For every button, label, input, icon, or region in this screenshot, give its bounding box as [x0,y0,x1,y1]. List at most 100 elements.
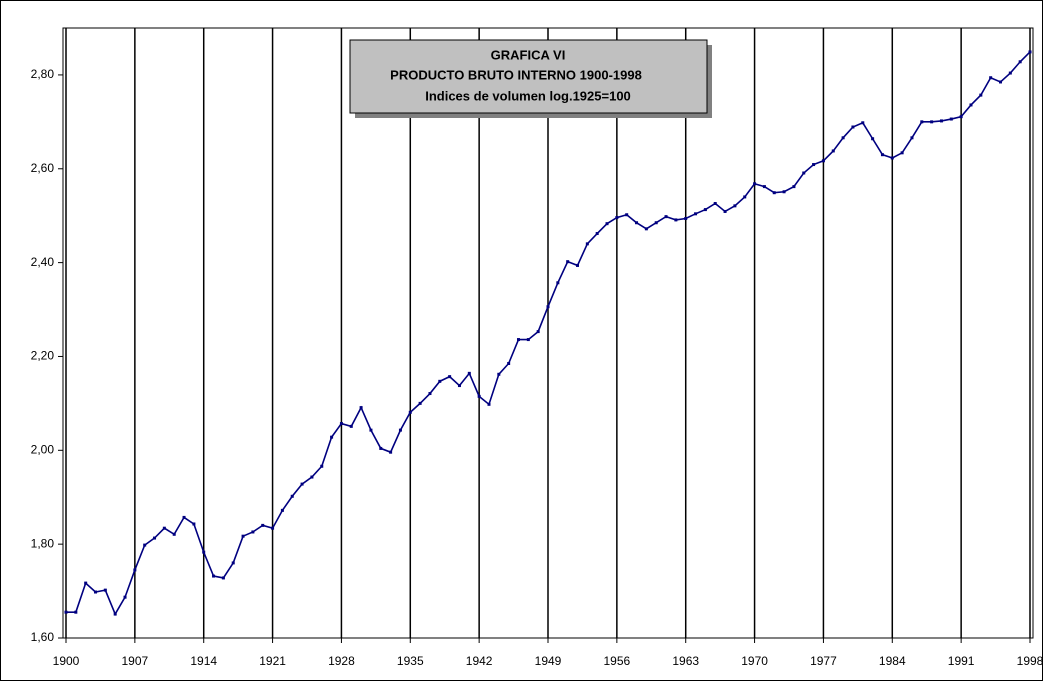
point [487,402,491,406]
point [300,482,304,486]
y-tick-label: 2,40 [31,255,55,269]
point [743,195,747,199]
point [271,526,275,530]
point [654,221,658,225]
point [162,526,166,530]
point [762,185,766,189]
point [969,103,973,107]
point [556,281,560,285]
point [123,595,127,599]
x-tick-label: 1991 [948,654,975,668]
point [733,204,737,208]
x-tick-label: 1970 [741,654,768,668]
point [841,136,845,140]
point [566,260,570,264]
point [290,494,294,498]
y-tick-label: 2,20 [31,349,55,363]
point [64,610,68,614]
point [84,581,88,585]
point [998,80,1002,84]
x-tick-label: 1935 [397,654,424,668]
point [113,612,117,616]
point [821,159,825,163]
point [212,574,216,578]
point [546,305,550,309]
point [723,209,727,213]
point [949,117,953,121]
point [585,242,589,246]
point [802,171,806,175]
y-tick-label: 1,60 [31,630,55,644]
point [959,115,963,119]
y-tick-label: 1,80 [31,536,55,550]
point [635,221,639,225]
point [989,76,993,80]
point [753,182,757,186]
point [880,153,884,157]
point [772,191,776,195]
x-tick-label: 1977 [810,654,837,668]
point [310,475,314,479]
point [831,149,835,153]
point [74,610,78,614]
point [930,120,934,124]
point [94,590,98,594]
x-tick-label: 1998 [1017,654,1043,668]
point [398,428,402,432]
point [251,530,255,534]
x-tick-label: 1963 [672,654,699,668]
point [221,576,225,580]
point [507,362,511,365]
x-tick-label: 1928 [328,654,355,668]
point [182,515,186,519]
x-tick-label: 1914 [190,654,217,668]
point [457,384,461,388]
point [871,137,875,141]
point [595,232,599,236]
y-tick-label: 2,60 [31,161,55,175]
point [103,588,107,592]
point [516,338,520,342]
point [231,561,235,565]
point [467,371,471,375]
point [448,375,452,379]
point [782,190,786,194]
point [241,534,245,538]
point [1018,60,1022,64]
point [703,208,707,212]
title-box: GRAFICA VI PRODUCTO BRUTO INTERNO 1900-1… [349,39,712,118]
point [153,536,157,540]
point [172,532,176,536]
x-tick-label: 1942 [466,654,493,668]
point [1028,50,1032,54]
point [979,93,983,97]
point [143,543,147,547]
x-tick-label: 1984 [879,654,906,668]
point [133,568,137,572]
title-background [349,39,708,114]
point [438,379,442,383]
point [890,156,894,160]
chart-subtitle: PRODUCTO BRUTO INTERNO 1900-1998 [390,67,642,82]
point [605,222,609,226]
point [192,522,196,526]
point [861,121,865,125]
point [615,216,619,220]
point [713,201,717,205]
point [625,213,629,217]
point [674,218,678,222]
point [694,212,698,216]
point [792,185,796,189]
point [536,330,540,334]
point [320,464,324,468]
point [497,372,501,376]
point [920,120,924,124]
y-tick-label: 2,80 [31,67,55,81]
x-tick-label: 1907 [122,654,149,668]
point [349,424,353,428]
point [330,435,334,439]
point [684,217,688,221]
point [900,151,904,155]
point [477,394,481,398]
